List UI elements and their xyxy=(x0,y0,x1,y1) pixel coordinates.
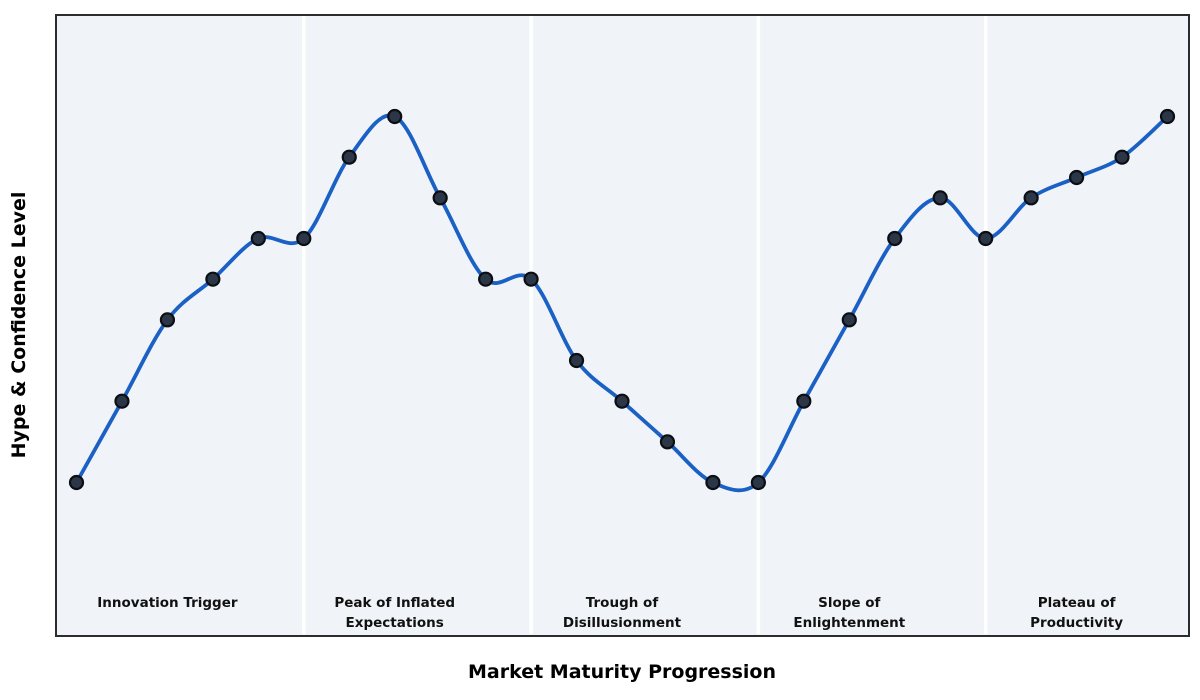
data-point-4 xyxy=(250,230,266,247)
data-point-19 xyxy=(932,190,948,206)
data-point-2 xyxy=(159,312,176,328)
data-point-24 xyxy=(1159,108,1176,125)
hype-curve-line xyxy=(74,113,1170,493)
hype-curve-canvas xyxy=(68,16,1176,634)
data-point-6 xyxy=(341,149,357,165)
data-point-8 xyxy=(432,190,448,206)
data-point-3 xyxy=(205,271,221,287)
data-point-15 xyxy=(750,474,766,491)
data-point-5 xyxy=(296,230,312,247)
data-point-17 xyxy=(841,312,857,328)
data-point-12 xyxy=(614,393,630,409)
data-point-14 xyxy=(705,474,721,491)
data-point-9 xyxy=(478,271,494,287)
data-point-10 xyxy=(523,271,539,287)
data-point-16 xyxy=(796,393,812,409)
x-axis-label: Market Maturity Progression xyxy=(467,661,777,683)
data-point-13 xyxy=(659,434,676,450)
data-point-18 xyxy=(887,230,903,247)
data-point-1 xyxy=(114,393,130,409)
data-point-20 xyxy=(978,230,994,247)
data-point-11 xyxy=(568,352,585,369)
data-point-7 xyxy=(387,108,403,125)
data-point-21 xyxy=(1023,190,1039,206)
data-point-0 xyxy=(68,474,85,491)
data-point-22 xyxy=(1068,169,1085,186)
plot-area: Innovation Trigger Peak of Inflated Expect… xyxy=(55,14,1190,637)
data-point-23 xyxy=(1114,149,1130,165)
y-axis-label: Hype & Confidence Level xyxy=(8,191,30,459)
